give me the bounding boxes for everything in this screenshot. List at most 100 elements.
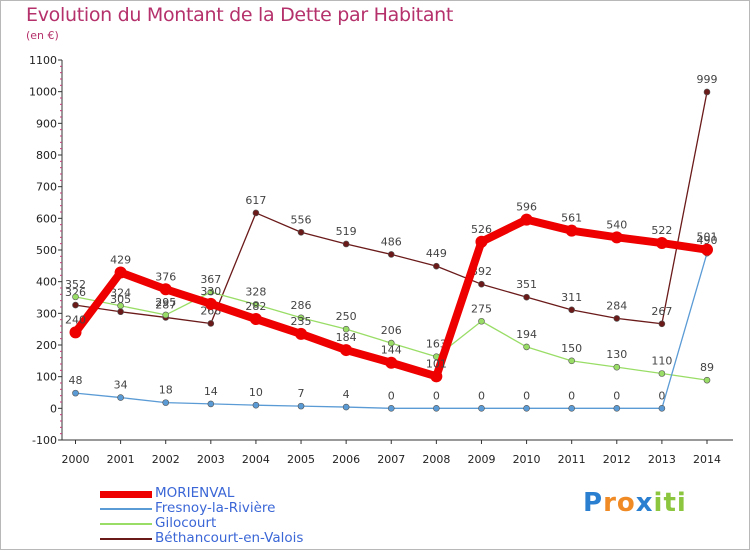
data-label: 286 xyxy=(291,299,312,312)
data-point xyxy=(613,315,621,322)
x-tick-label: 2010 xyxy=(513,453,541,466)
y-tick-label: 400 xyxy=(36,276,57,289)
data-label: 110 xyxy=(651,355,672,368)
data-point xyxy=(117,302,124,310)
data-label: 163 xyxy=(426,338,447,351)
legend-label: MORIENVAL xyxy=(155,485,235,501)
x-tick-label: 2008 xyxy=(422,453,450,466)
data-point xyxy=(385,356,398,369)
data-point xyxy=(295,327,308,340)
data-point xyxy=(387,251,395,258)
data-label: 324 xyxy=(110,287,131,300)
data-point xyxy=(703,88,711,96)
y-tick-label: 500 xyxy=(36,244,57,257)
data-label: 0 xyxy=(388,389,395,402)
data-point xyxy=(117,394,124,401)
data-point xyxy=(610,231,623,244)
data-label: 449 xyxy=(426,247,447,260)
data-label: 295 xyxy=(155,296,176,309)
legend-swatch xyxy=(100,538,152,540)
data-point xyxy=(252,209,260,217)
data-label: 0 xyxy=(523,389,530,402)
data-point xyxy=(703,376,711,384)
data-point xyxy=(478,317,485,325)
x-tick-label: 2001 xyxy=(107,453,135,466)
data-label: 284 xyxy=(606,299,627,312)
data-label: 376 xyxy=(155,270,176,283)
data-point xyxy=(475,235,488,248)
data-label: 526 xyxy=(471,223,492,236)
data-label: 486 xyxy=(381,235,402,248)
data-point xyxy=(342,403,350,411)
y-tick-label: 0 xyxy=(50,402,57,415)
legend-label: Fresnoy-la-Rivière xyxy=(155,500,276,516)
data-label: 561 xyxy=(561,212,582,225)
data-point xyxy=(207,320,215,327)
data-point xyxy=(701,243,713,256)
data-point xyxy=(342,325,350,333)
data-point xyxy=(207,288,215,296)
x-tick-label: 2013 xyxy=(648,453,676,466)
legend-label: Gilocourt xyxy=(155,515,217,531)
logo-letter: i xyxy=(653,488,664,518)
proxiti-logo: Proxiti xyxy=(583,488,687,518)
data-label: 999 xyxy=(697,73,718,86)
data-label: 351 xyxy=(516,278,537,291)
data-label: 287 xyxy=(155,298,176,311)
data-label: 144 xyxy=(381,344,402,357)
data-label: 34 xyxy=(114,379,128,392)
data-point xyxy=(159,283,172,296)
data-point xyxy=(249,313,262,326)
data-label: 130 xyxy=(606,348,627,361)
data-point xyxy=(565,224,578,237)
data-point xyxy=(162,399,170,406)
x-tick-label: 2014 xyxy=(693,453,721,466)
data-label: 101 xyxy=(426,357,447,370)
x-tick-label: 2006 xyxy=(332,453,360,466)
x-tick-label: 2002 xyxy=(152,453,180,466)
data-label: 540 xyxy=(606,218,627,231)
data-label: 7 xyxy=(298,387,305,400)
data-label: 10 xyxy=(249,386,263,399)
x-tick-label: 2009 xyxy=(467,453,495,466)
data-point xyxy=(204,297,217,310)
data-point xyxy=(387,339,395,347)
data-point xyxy=(478,280,485,288)
x-tick-label: 2011 xyxy=(558,453,586,466)
y-tick-label: -100 xyxy=(32,434,57,447)
data-point xyxy=(114,266,127,279)
data-point xyxy=(430,370,443,383)
data-label: 275 xyxy=(471,302,492,315)
x-tick-label: 2004 xyxy=(242,453,270,466)
data-label: 0 xyxy=(478,389,485,402)
data-label: 184 xyxy=(336,331,357,344)
data-point xyxy=(340,344,353,357)
legend-label: Béthancourt-en-Valois xyxy=(155,530,304,546)
data-point xyxy=(72,389,79,397)
data-label: 282 xyxy=(245,300,266,313)
data-point xyxy=(117,308,124,316)
data-point xyxy=(658,405,666,412)
data-label: 490 xyxy=(697,234,718,247)
data-label: 89 xyxy=(700,361,714,374)
data-point xyxy=(252,401,260,409)
y-tick-label: 300 xyxy=(36,307,57,320)
data-point xyxy=(433,262,440,270)
data-point xyxy=(387,405,395,412)
data-label: 18 xyxy=(159,384,173,397)
data-label: 14 xyxy=(204,385,218,398)
data-label: 48 xyxy=(69,374,83,387)
data-point xyxy=(613,363,621,371)
data-point xyxy=(433,405,440,412)
data-label: 501 xyxy=(697,231,718,244)
data-point xyxy=(568,357,575,365)
data-label: 330 xyxy=(200,285,221,298)
data-label: 206 xyxy=(381,324,402,337)
data-point xyxy=(655,237,668,250)
logo-letter: i xyxy=(676,488,687,518)
y-tick-label: 1000 xyxy=(29,86,57,99)
legend-swatch xyxy=(100,490,152,498)
data-label: 596 xyxy=(516,201,537,214)
y-tick-label: 100 xyxy=(36,371,57,384)
